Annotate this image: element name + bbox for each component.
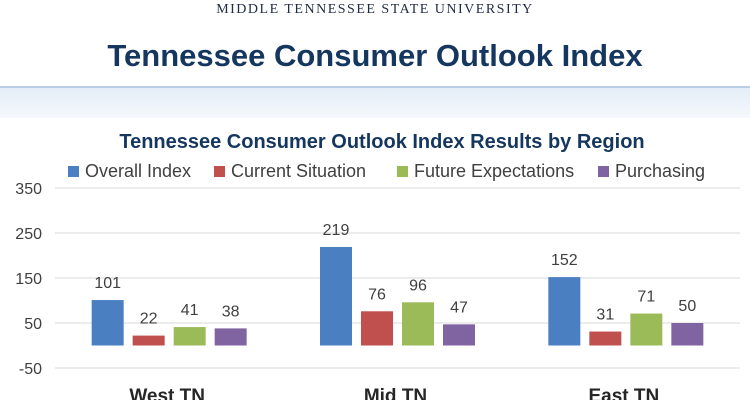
chart-legend: Overall Index Current Situation Future Exp… [68,161,705,181]
university-name: MIDDLE TENNESSEE STATE UNIVERSITY [216,2,534,17]
legend-label-current-situation: Current Situation [231,161,366,181]
x-category-label-west-tn: West TN [129,386,205,400]
data-label-east-tn-future-expectations: 71 [637,289,655,306]
title-band [0,86,750,118]
data-label-mid-tn-current-situation: 76 [368,286,386,303]
legend-swatch-current-situation [214,166,225,177]
x-category-label-east-tn: East TN [588,386,659,400]
bar-mid-tn-purchasing [443,324,475,346]
legend-label-purchasing: Purchasing [615,161,705,181]
legend-swatch-overall-index [68,166,79,177]
bar-west-tn-future-expectations [173,327,206,346]
bar-mid-tn-overall-index [320,246,352,346]
y-tick-label: 350 [15,181,42,198]
y-tick-label: 250 [15,226,42,243]
data-label-mid-tn-overall-index: 219 [323,222,350,239]
bar-west-tn-purchasing [214,328,247,346]
data-label-east-tn-overall-index: 152 [551,252,578,269]
chart-title: Tennessee Consumer Outlook Index Results… [119,131,644,153]
chart-bars [91,246,704,346]
data-label-east-tn-purchasing: 50 [678,298,696,315]
chart-gridlines [55,187,740,369]
data-label-mid-tn-purchasing: 47 [450,299,468,316]
legend-swatch-future-expectations [397,166,408,177]
bar-east-tn-current-situation [589,331,622,346]
data-label-west-tn-overall-index: 101 [94,275,121,292]
data-label-mid-tn-future-expectations: 96 [409,277,427,294]
x-category-label-mid-tn: Mid TN [364,386,427,400]
y-tick-label: -50 [19,361,42,378]
bar-east-tn-overall-index [548,277,581,346]
bar-west-tn-current-situation [132,335,165,346]
bar-mid-tn-future-expectations [402,302,434,346]
legend-label-future-expectations: Future Expectations [414,161,574,181]
bar-mid-tn-current-situation [361,311,393,346]
bar-east-tn-purchasing [671,323,704,346]
bar-west-tn-overall-index [91,300,124,346]
x-axis: West TN Mid TN East TN [129,386,659,400]
data-labels: 101 22 41 38 219 76 96 47 152 31 71 50 [94,222,696,328]
data-label-west-tn-purchasing: 38 [222,303,240,320]
data-label-east-tn-current-situation: 31 [596,307,614,324]
legend-label-overall-index: Overall Index [85,161,191,181]
y-axis: -50 50 150 250 350 [15,181,42,378]
y-tick-label: 150 [15,271,42,288]
data-label-west-tn-current-situation: 22 [140,311,158,328]
data-label-west-tn-future-expectations: 41 [181,302,199,319]
y-tick-label: 50 [24,316,42,333]
bar-chart: Tennessee Consumer Outlook Index Results… [15,131,740,400]
bar-east-tn-future-expectations [630,313,663,346]
page-title: Tennessee Consumer Outlook Index [107,38,643,73]
legend-swatch-purchasing [598,166,609,177]
